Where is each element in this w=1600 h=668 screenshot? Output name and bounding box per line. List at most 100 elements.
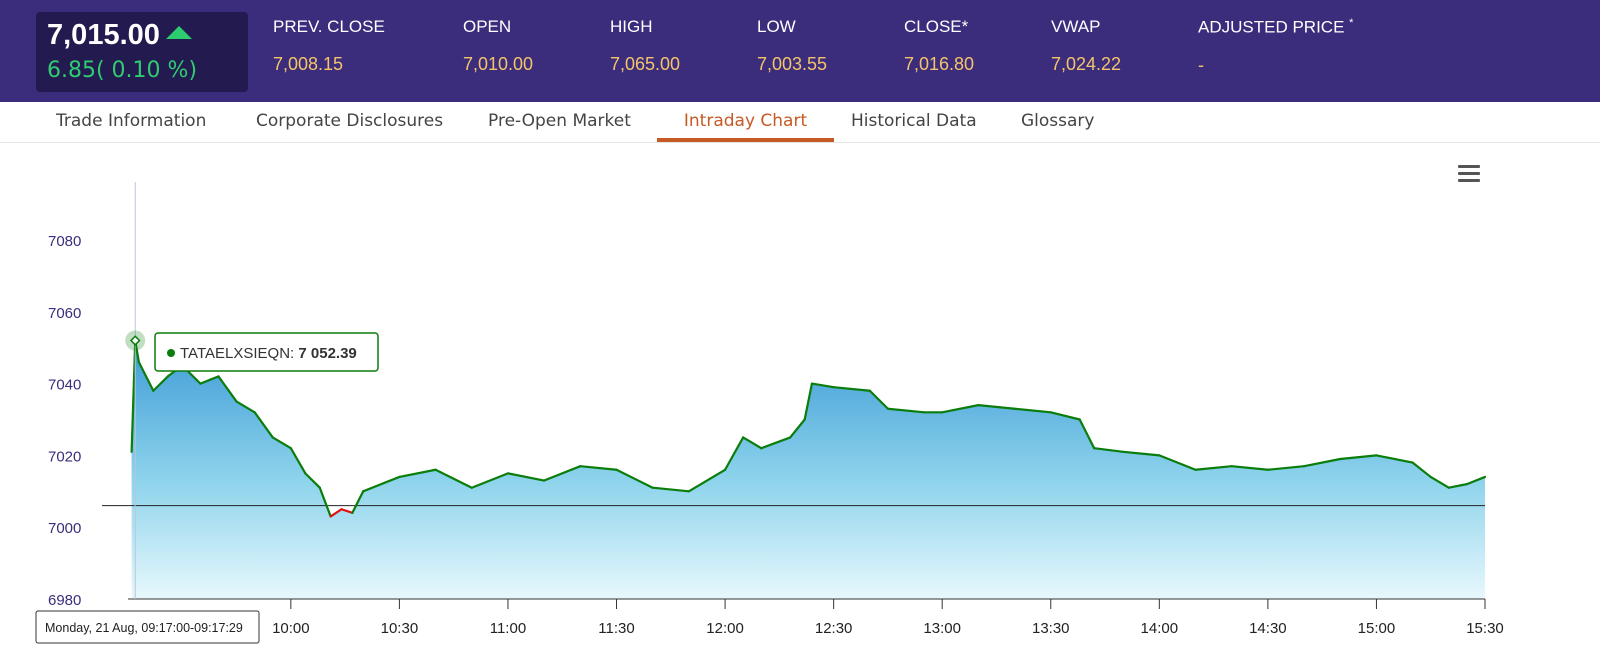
stat-close: CLOSE* 7,016.80 xyxy=(904,17,974,75)
price-line-segment xyxy=(687,468,727,493)
price-line-segment xyxy=(1194,465,1233,471)
tab-glossary[interactable]: Glossary xyxy=(1021,111,1095,131)
footnote-marker: * xyxy=(1349,17,1354,29)
stat-prev-close: PREV. CLOSE 7,008.15 xyxy=(273,17,385,75)
price-line-segment xyxy=(1465,475,1487,486)
tab-intraday-chart[interactable]: Intraday Chart xyxy=(657,102,834,142)
y-axis: 7080 7060 7040 7020 7000 6980 xyxy=(48,233,81,609)
price-line-segment xyxy=(235,400,256,414)
price-line-segment xyxy=(199,375,220,385)
price-line-segment xyxy=(398,468,437,479)
price-line-segment xyxy=(760,436,792,450)
price-line-segment xyxy=(271,436,292,450)
stat-value: 7,008.15 xyxy=(273,54,344,74)
x-tick-label: 12:00 xyxy=(706,620,744,637)
stat-value: 7,016.80 xyxy=(904,54,975,74)
price-line-segment xyxy=(434,468,473,489)
chart-overlay: TATAELXSIEQN: 7 052.39 Monday, 21 Aug, 09… xyxy=(35,182,379,644)
stat-vwap: VWAP 7,024.22 xyxy=(1051,17,1121,75)
x-tick-label: 10:00 xyxy=(272,620,310,637)
tooltip-separator: : xyxy=(290,345,298,362)
y-tick-label: 6980 xyxy=(48,592,81,609)
price-line-segment xyxy=(868,389,890,410)
tab-trade-information[interactable]: Trade Information xyxy=(56,111,207,131)
hover-marker xyxy=(129,335,141,346)
tooltip-box xyxy=(154,332,379,372)
price-line-segment xyxy=(289,447,307,475)
price-line-segment xyxy=(1158,454,1197,471)
tooltip-value: 7 052.39 xyxy=(298,345,356,362)
crosshair-label: Monday, 21 Aug, 09:17:00-09:17:29 xyxy=(45,621,243,635)
stat-high: HIGH 7,065.00 xyxy=(610,17,680,75)
last-price-box: 7,015.00 6.85( 0.10 %) xyxy=(36,12,248,92)
tooltip-text: TATAELXSIEQN: 7 052.39 xyxy=(180,345,357,362)
price-line-segment xyxy=(1411,461,1432,479)
x-tick-label: 15:30 xyxy=(1466,620,1504,637)
price-line-segment xyxy=(579,465,618,471)
price-line-segment xyxy=(166,364,184,378)
price-line-segment xyxy=(723,436,745,471)
tab-historical-data[interactable]: Historical Data xyxy=(851,111,977,131)
stat-label: LOW xyxy=(757,17,796,36)
arrow-up-icon xyxy=(166,26,192,39)
stat-open: OPEN 7,010.00 xyxy=(463,17,533,75)
price-line-segment xyxy=(651,486,690,493)
x-tick-label: 10:30 xyxy=(381,620,419,637)
stat-value: 7,003.55 xyxy=(757,54,828,74)
price-line-segment xyxy=(1375,454,1414,464)
x-tick-label: 11:30 xyxy=(598,620,634,637)
x-tick-label: 13:30 xyxy=(1032,620,1070,637)
hover-halo xyxy=(125,330,146,351)
price-line-segment xyxy=(742,436,763,450)
price-line-segment xyxy=(1078,418,1096,450)
tooltip-series-name: TATAELXSIEQN xyxy=(180,345,290,362)
y-tick-label: 7080 xyxy=(48,233,81,250)
price-line-segment xyxy=(181,364,202,385)
tooltip-series-dot xyxy=(167,349,175,357)
price-line-segment xyxy=(543,465,582,482)
x-axis: 10:00 10:30 11:00 11:30 12:00 12:30 13:00 13:30… xyxy=(128,598,1504,637)
price-area xyxy=(102,339,1487,599)
price-line-segment xyxy=(329,508,343,518)
price-line-segment xyxy=(1122,450,1161,457)
x-tick-label: 14:30 xyxy=(1249,620,1287,637)
last-price: 7,015.00 xyxy=(47,19,160,51)
price-line-segment xyxy=(318,486,332,518)
price-line-segment xyxy=(351,490,365,514)
hamburger-menu-icon[interactable] xyxy=(1458,165,1480,183)
tab-pre-open-market[interactable]: Pre-Open Market xyxy=(488,111,631,131)
stat-value: 7,065.00 xyxy=(610,54,681,74)
price-line-segment xyxy=(1429,475,1450,489)
x-tick-label: 14:00 xyxy=(1141,620,1179,637)
price-line-segment xyxy=(1013,407,1052,414)
stat-value: 7,010.00 xyxy=(463,54,534,74)
stat-label: CLOSE* xyxy=(904,17,969,36)
price-line-segment xyxy=(506,472,546,482)
price-line-segment xyxy=(304,472,321,489)
y-tick-label: 7040 xyxy=(48,377,81,394)
price-line-segment xyxy=(1447,483,1469,489)
stat-label: ADJUSTED PRICE * xyxy=(1198,17,1353,38)
quote-header: 7,015.00 6.85( 0.10 %) PREV. CLOSE 7,008… xyxy=(0,0,1600,102)
price-line-segment xyxy=(789,418,806,439)
x-tick-label: 11:00 xyxy=(490,620,526,637)
stat-low: LOW 7,003.55 xyxy=(757,17,827,75)
price-line-segment xyxy=(134,339,140,364)
x-tick-label: 15:00 xyxy=(1358,620,1396,637)
price-line-segment xyxy=(253,411,274,439)
price-line-segment xyxy=(886,407,926,414)
price-line-segment xyxy=(1093,447,1125,453)
price-line-segment xyxy=(803,382,814,421)
tab-corporate-disclosures[interactable]: Corporate Disclosures xyxy=(256,111,444,131)
stat-value: 7,024.22 xyxy=(1051,54,1122,74)
y-tick-label: 7000 xyxy=(48,520,81,537)
x-tick-label: 12:30 xyxy=(815,620,853,637)
stat-label: VWAP xyxy=(1051,17,1101,36)
price-line-segment xyxy=(1339,454,1378,461)
price-line-segment xyxy=(137,360,155,392)
price-change: 6.85( 0.10 %) xyxy=(47,58,198,83)
price-line-segment xyxy=(152,375,169,392)
crosshair-label-box xyxy=(35,610,260,644)
price-line-segment xyxy=(1302,457,1342,468)
price-line-segment xyxy=(362,475,401,493)
